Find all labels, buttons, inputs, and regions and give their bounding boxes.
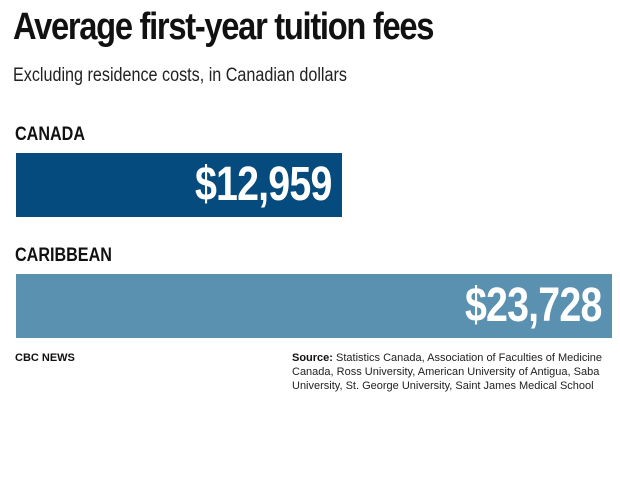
bar-canada: $12,959 (16, 153, 342, 217)
category-label-canada: CANADA (15, 124, 85, 145)
credit-label: CBC NEWS (15, 352, 75, 364)
source-label: Source: (292, 352, 333, 364)
bar-caribbean: $23,728 (16, 274, 612, 338)
source-text: Statistics Canada, Association of Facult… (292, 352, 602, 392)
chart-title: Average first-year tuition fees (13, 6, 434, 48)
bar-value-canada: $12,959 (194, 158, 332, 211)
bar-value-caribbean: $23,728 (465, 279, 602, 332)
source-note: Source: Statistics Canada, Association o… (292, 351, 612, 393)
category-label-caribbean: CARIBBEAN (15, 245, 112, 266)
chart-subtitle: Excluding residence costs, in Canadian d… (13, 65, 347, 86)
